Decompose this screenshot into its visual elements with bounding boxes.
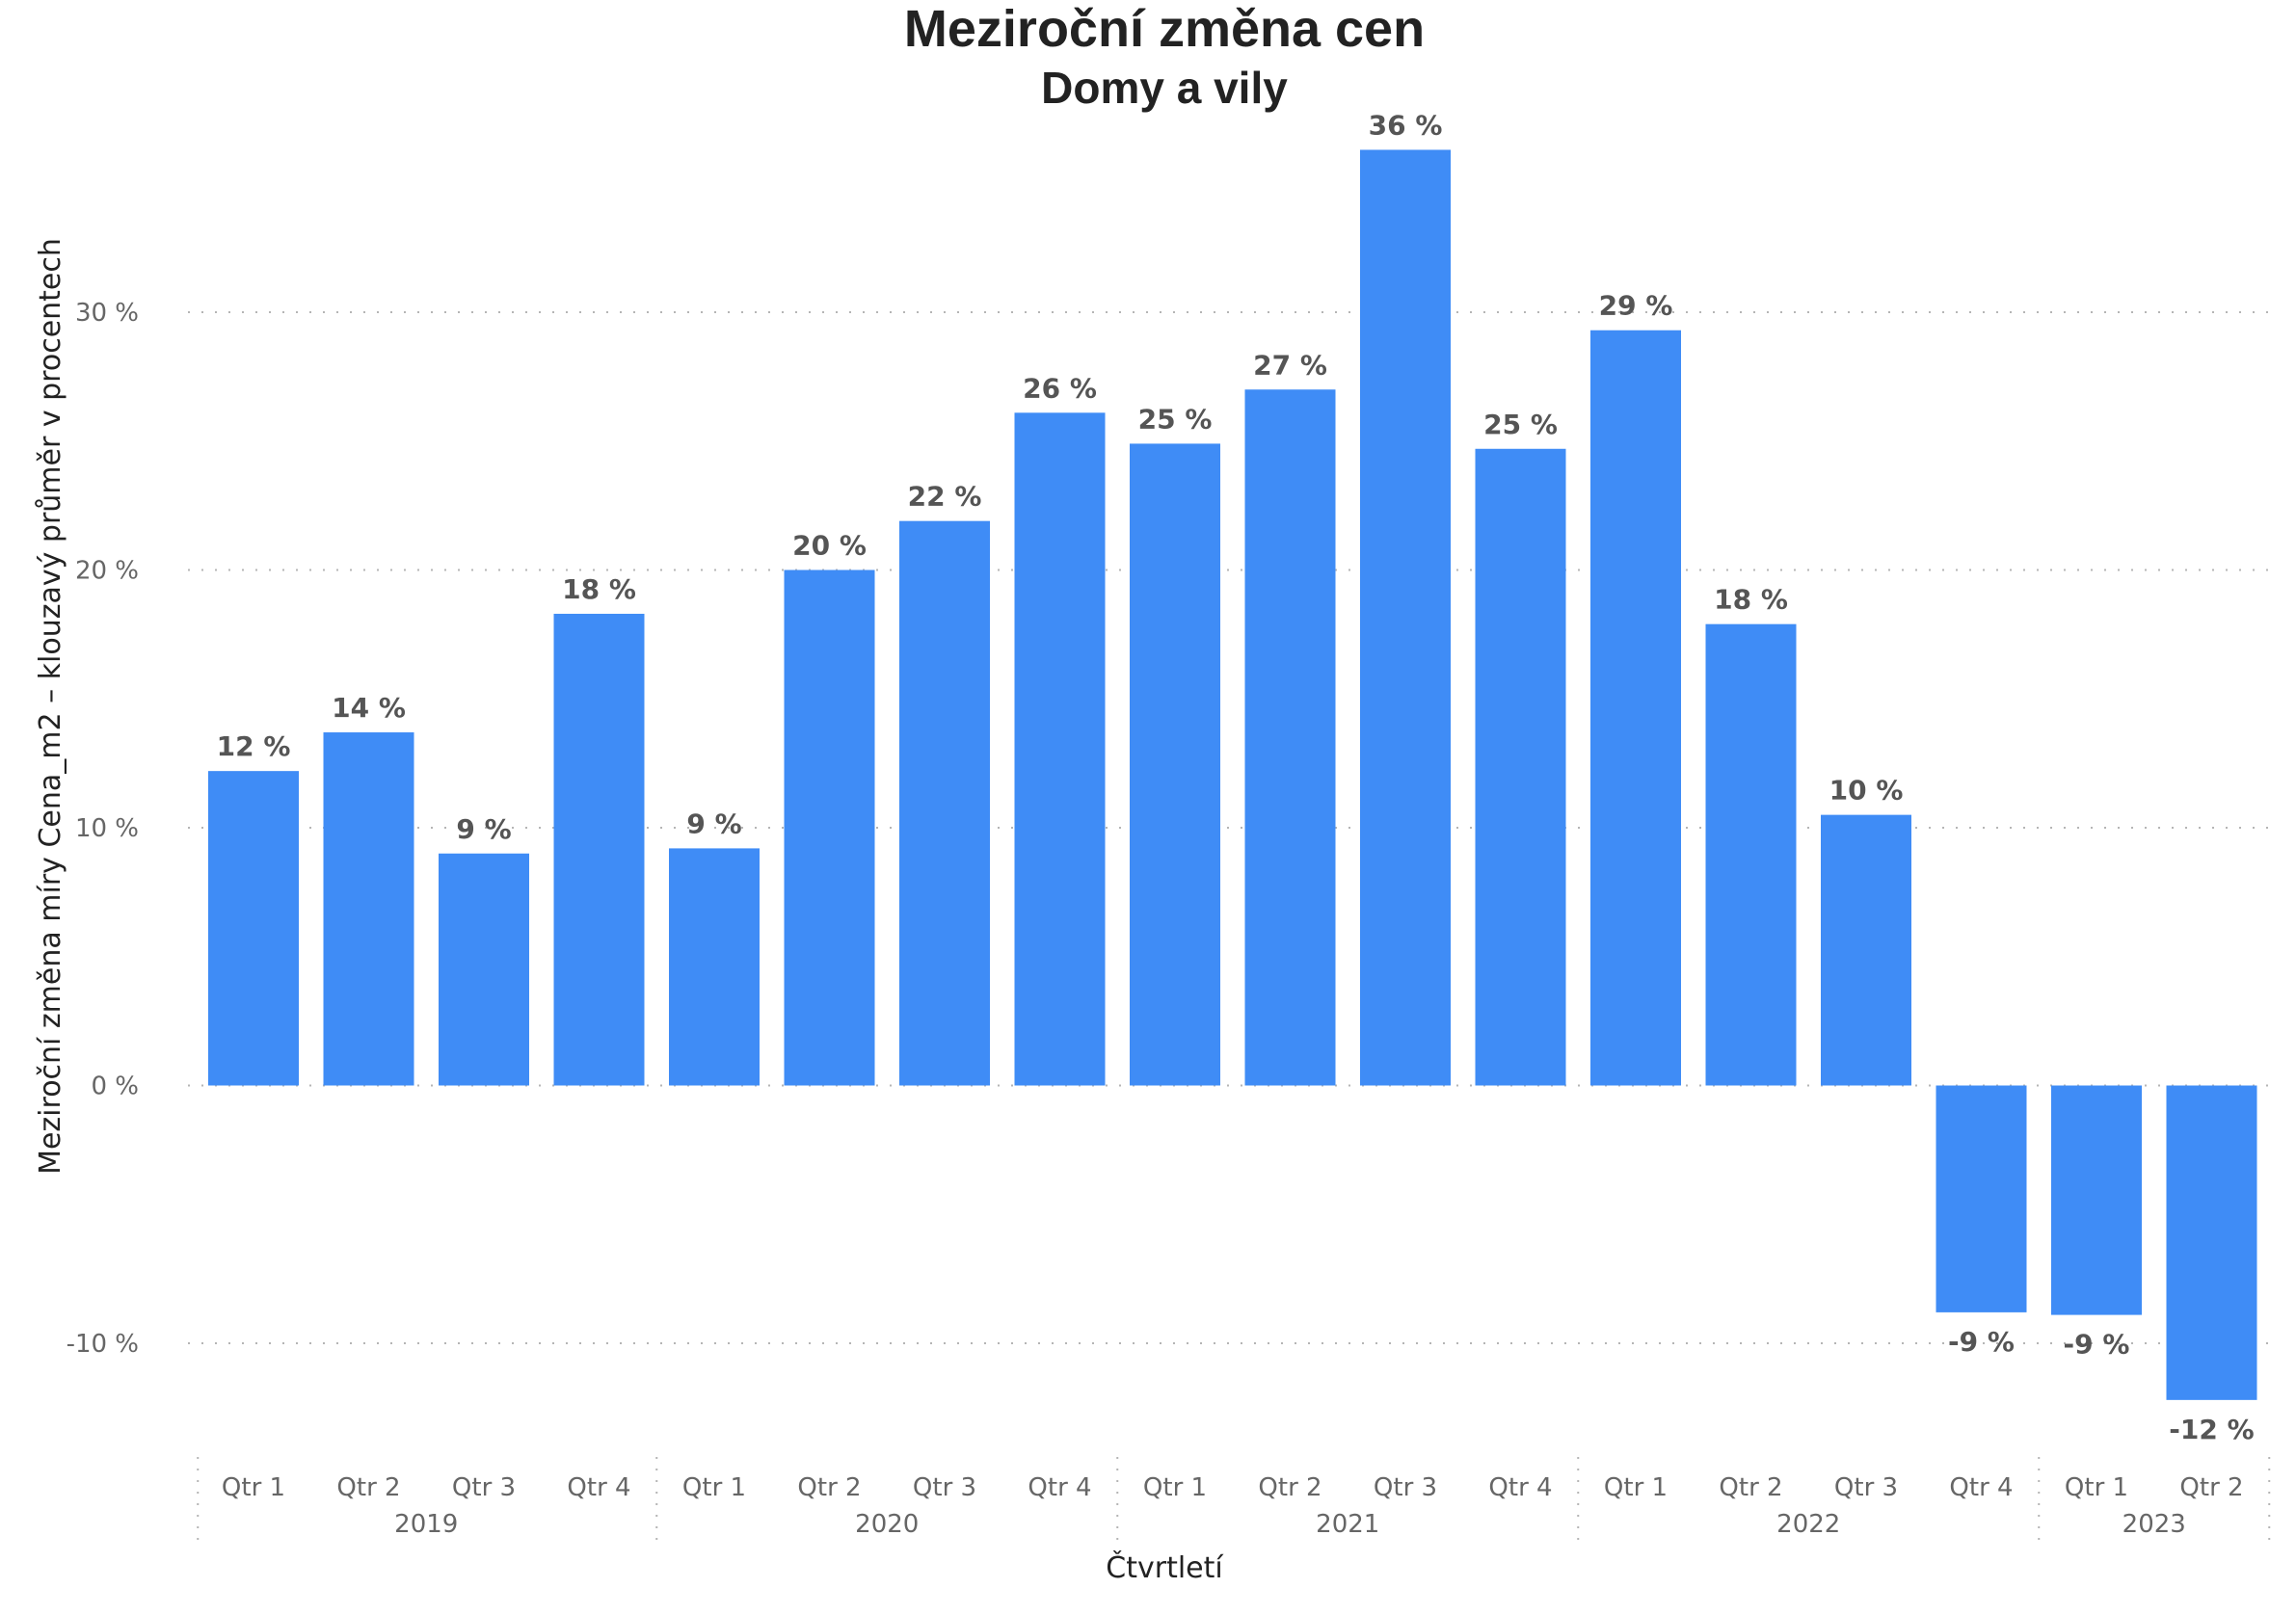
bar (553, 613, 645, 1086)
x-tick-label: Qtr 2 (336, 1473, 400, 1502)
bar (1360, 149, 1451, 1086)
x-tick-label: Qtr 4 (1028, 1473, 1091, 1502)
bar (1821, 814, 1911, 1086)
data-label: 20 % (792, 530, 867, 562)
bars (208, 149, 2257, 1400)
data-label: 36 % (1369, 109, 1443, 141)
x-tick-label: Qtr 4 (1949, 1473, 2013, 1502)
bar (1244, 389, 1336, 1086)
x-tick-label: Qtr 4 (567, 1473, 630, 1502)
bar (1014, 412, 1106, 1086)
bar (669, 848, 760, 1086)
y-tick-label: 0 % (91, 1072, 139, 1101)
x-tick-label: Qtr 3 (452, 1473, 516, 1502)
bar (1475, 448, 1566, 1086)
data-label: 18 % (562, 573, 636, 605)
bar (439, 853, 529, 1086)
data-label: 29 % (1599, 290, 1673, 322)
data-label: -9 % (2064, 1329, 2130, 1361)
x-tick-label: Qtr 1 (2065, 1473, 2128, 1502)
bar (208, 771, 299, 1086)
x-tick-label: Qtr 3 (913, 1473, 976, 1502)
data-label: 25 % (1483, 409, 1558, 440)
data-label: 12 % (217, 730, 291, 762)
data-label: 9 % (456, 813, 511, 845)
bar (899, 520, 990, 1086)
data-label: 18 % (1714, 584, 1788, 616)
data-label: 22 % (908, 481, 982, 513)
x-year-label: 2022 (1776, 1510, 1840, 1539)
data-label: 26 % (1023, 372, 1097, 404)
x-year-label: 2021 (1316, 1510, 1379, 1539)
x-axis-title: Čtvrtletí (1106, 1549, 1224, 1585)
y-tick-label: 10 % (75, 814, 139, 843)
x-tick-label: Qtr 1 (222, 1473, 285, 1502)
x-year-label: 2023 (2122, 1510, 2186, 1539)
data-label: 9 % (686, 808, 741, 839)
chart-subtitle: Domy a vily (1041, 63, 1288, 113)
x-tick-label: Qtr 4 (1488, 1473, 1552, 1502)
data-label: 10 % (1829, 775, 1904, 807)
x-axis: Qtr 1 Qtr 2 Qtr 3 Qtr 4 Qtr 1 Qtr 2 Qtr 3 Qtr 4… (197, 1457, 2271, 1542)
data-label: 25 % (1138, 403, 1213, 435)
x-year-label: 2020 (855, 1510, 919, 1539)
bar (1705, 623, 1797, 1086)
x-tick-label: Qtr 2 (1258, 1473, 1322, 1502)
y-tick-label: -10 % (67, 1330, 139, 1359)
x-tick-label: Qtr 2 (1719, 1473, 1782, 1502)
bar (323, 732, 414, 1086)
bar (2051, 1085, 2142, 1315)
data-label: -12 % (2169, 1414, 2254, 1445)
bar (784, 569, 875, 1086)
data-label: 14 % (332, 692, 406, 724)
x-tick-label: Qtr 2 (797, 1473, 861, 1502)
bar (1130, 443, 1220, 1086)
chart-title: Meziroční změna cen (904, 0, 1425, 58)
x-tick-label: Qtr 1 (682, 1473, 746, 1502)
y-axis: -10 % 0 % 10 % 20 % 30 % (67, 299, 139, 1359)
x-tick-label: Qtr 1 (1143, 1473, 1207, 1502)
y-tick-label: 20 % (75, 557, 139, 586)
x-tick-label: Qtr 3 (1834, 1473, 1898, 1502)
x-year-label: 2019 (394, 1510, 458, 1539)
bar (1590, 330, 1681, 1086)
bar (1936, 1085, 2027, 1312)
y-axis-title: Meziroční změna míry Cena_m2 – klouzavý … (34, 238, 67, 1175)
data-labels: 12 % 14 % 9 % 18 % 9 % 20 % 22 % 26 % 25 % 27 % 36… (217, 109, 2255, 1444)
x-tick-label: Qtr 1 (1604, 1473, 1668, 1502)
y-tick-label: 30 % (75, 299, 139, 328)
bar (2166, 1085, 2257, 1400)
data-label: 27 % (1253, 349, 1327, 381)
x-tick-label: Qtr 3 (1374, 1473, 1437, 1502)
x-tick-label: Qtr 2 (2179, 1473, 2243, 1502)
data-label: -9 % (1948, 1326, 2015, 1358)
